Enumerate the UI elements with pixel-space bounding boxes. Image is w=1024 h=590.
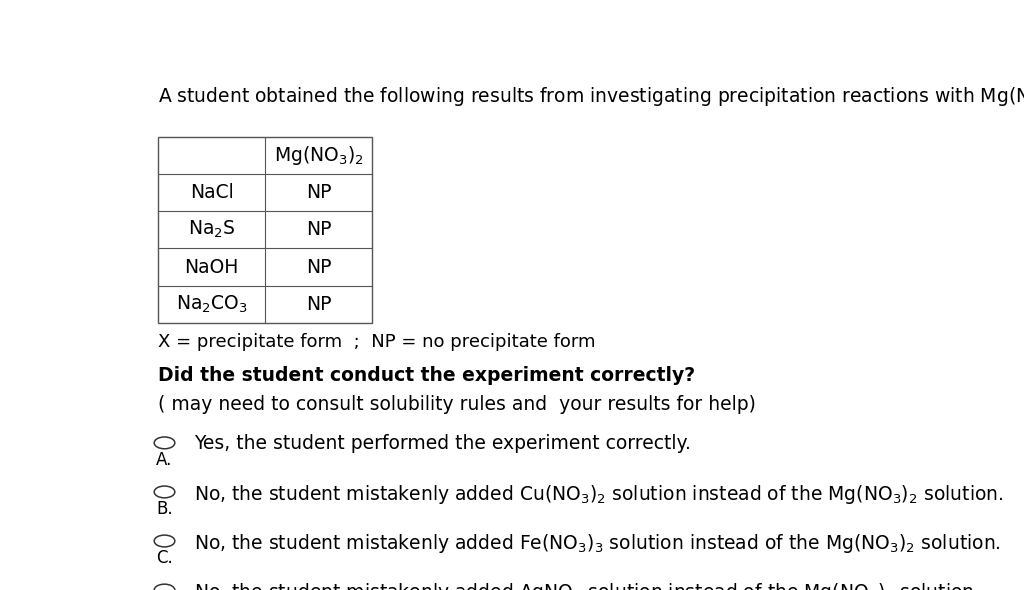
Text: NP: NP [306, 295, 332, 314]
Text: NP: NP [306, 220, 332, 240]
Text: No, the student mistakenly added AgNO$_3$ solution instead of the Mg(NO$_3$)$_2$: No, the student mistakenly added AgNO$_3… [194, 581, 979, 590]
Text: A student obtained the following results from investigating precipitation reacti: A student obtained the following results… [158, 86, 1024, 109]
Text: NP: NP [306, 183, 332, 202]
Text: Did the student conduct the experiment correctly?: Did the student conduct the experiment c… [158, 366, 695, 385]
Text: Mg(NO$_3$)$_2$: Mg(NO$_3$)$_2$ [273, 144, 364, 167]
Bar [158, 137, 373, 323]
Text: A.: A. [157, 451, 173, 469]
Text: NaCl: NaCl [189, 183, 233, 202]
Text: Yes, the student performed the experiment correctly.: Yes, the student performed the experimen… [194, 434, 691, 453]
Text: Na$_2$S: Na$_2$S [188, 219, 236, 241]
Text: NaOH: NaOH [184, 258, 239, 277]
Text: X = precipitate form  ;  NP = no precipitate form: X = precipitate form ; NP = no precipita… [158, 333, 596, 351]
Text: No, the student mistakenly added Cu(NO$_3$)$_2$ solution instead of the Mg(NO$_3: No, the student mistakenly added Cu(NO$_… [194, 483, 1004, 506]
Text: No, the student mistakenly added Fe(NO$_3$)$_3$ solution instead of the Mg(NO$_3: No, the student mistakenly added Fe(NO$_… [194, 532, 1000, 555]
Text: NP: NP [306, 258, 332, 277]
Text: C.: C. [156, 549, 173, 567]
Text: ( may need to consult solubility rules and  your results for help): ( may need to consult solubility rules a… [158, 395, 756, 414]
Text: Na$_2$CO$_3$: Na$_2$CO$_3$ [176, 294, 248, 315]
Text: B.: B. [157, 500, 173, 518]
